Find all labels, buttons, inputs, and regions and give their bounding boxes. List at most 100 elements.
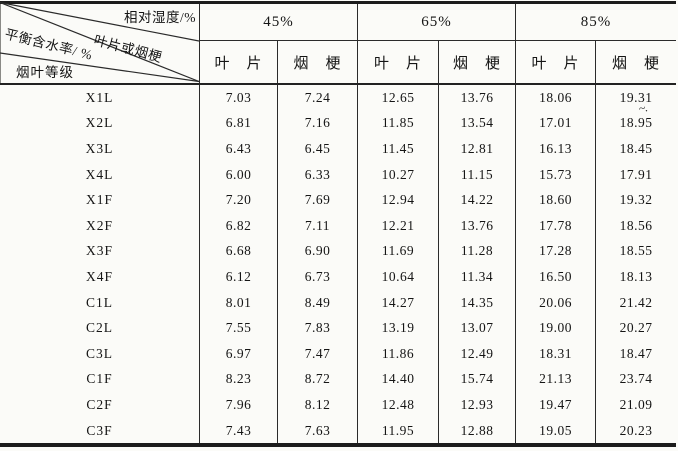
value-cell-45-stem: 8.12	[277, 392, 357, 418]
value-cell-85-stem: 21.09	[595, 392, 676, 418]
value-cell-45-leaf: 7.55	[199, 315, 277, 341]
corner-label-leaf-or-stem: 叶片或烟梗	[92, 32, 163, 65]
value-cell-85-leaf: 19.47	[515, 392, 595, 418]
corner-label-humidity: 相对湿度/%	[124, 10, 196, 25]
value-cell-65-leaf: 14.27	[357, 289, 438, 316]
value-cell-65-stem: 13.76	[438, 85, 515, 111]
corner-cell-top	[0, 4, 199, 41]
table-body: X1L 7.03 7.24 12.65 13.76 18.06 19.31 X2…	[0, 85, 676, 444]
value-cell-45-leaf: 7.03	[199, 85, 277, 111]
value-cell-85-stem: 18.55	[595, 238, 676, 265]
grade-cell: C1L	[85, 294, 113, 310]
value-cell-45-leaf: 7.20	[199, 187, 277, 213]
value-cell-45-stem: 6.45	[277, 136, 357, 162]
value-cell-45-leaf: 6.82	[199, 212, 277, 239]
value-cell-85-stem: 18.95	[595, 110, 676, 137]
corner-label-grade: 烟叶等级	[16, 64, 74, 80]
value-cell-65-stem: 11.15	[438, 161, 515, 188]
value-cell-85-leaf: 19.00	[515, 315, 595, 341]
value-cell-65-stem: 12.93	[438, 392, 515, 418]
value-cell-65-stem: 14.22	[438, 187, 515, 213]
value-cell-45-stem: 8.72	[277, 366, 357, 393]
value-cell-65-leaf: 12.21	[357, 212, 438, 239]
value-cell-85-stem: 18.45	[595, 136, 676, 162]
value-cell-45-stem: 7.69	[277, 187, 357, 213]
humidity-header-row: 45% 65% 85%	[0, 4, 676, 41]
value-cell-85-stem: 20.27	[595, 315, 676, 341]
value-cell-45-stem: 7.24	[277, 85, 357, 111]
grade-cell: X1L	[85, 89, 114, 105]
value-cell-45-leaf: 7.43	[199, 417, 277, 444]
value-cell-65-stem: 14.35	[438, 289, 515, 316]
table-row: C1F 8.23 8.72 14.40 15.74 21.13 23.74	[0, 366, 676, 393]
value-cell-85-leaf: 16.50	[515, 264, 595, 290]
table-row: X1F 7.20 7.69 12.94 14.22 18.60 19.32	[0, 187, 676, 213]
grade-cell: C2L	[85, 320, 113, 336]
grade-cell: X2L	[85, 115, 114, 131]
value-cell-85-stem: 17.91	[595, 161, 676, 188]
table-row: C2F 7.96 8.12 12.48 12.93 19.47 21.09	[0, 392, 676, 418]
diagonal-line-top	[0, 1, 199, 42]
value-cell-65-leaf: 12.94	[357, 187, 438, 213]
value-cell-65-leaf: 12.48	[357, 392, 438, 418]
value-cell-65-leaf: 13.19	[357, 315, 438, 341]
table-row: C1L 8.01 8.49 14.27 14.35 20.06 21.42	[0, 289, 676, 316]
value-cell-85-leaf: 18.31	[515, 340, 595, 367]
value-cell-85-leaf: 16.13	[515, 136, 595, 162]
stem-header-65: 烟 梗	[438, 41, 515, 83]
value-cell-45-leaf: 6.00	[199, 161, 277, 188]
value-cell-85-leaf: 17.78	[515, 212, 595, 239]
value-cell-45-stem: 6.33	[277, 161, 357, 188]
table-row: X4L 6.00 6.33 10.27 11.15 15.73 17.91	[0, 161, 676, 188]
value-cell-65-leaf: 11.69	[357, 238, 438, 265]
diagonal-line-bottom	[0, 52, 199, 83]
value-cell-65-stem: 15.74	[438, 366, 515, 393]
value-cell-85-stem: 19.32	[595, 187, 676, 213]
value-cell-85-leaf: 18.60	[515, 187, 595, 213]
value-cell-85-leaf: 18.06	[515, 85, 595, 111]
value-cell-85-leaf: 15.73	[515, 161, 595, 188]
grade-cell: X4F	[85, 268, 113, 284]
humidity-header-45: 45%	[199, 4, 357, 41]
value-cell-85-leaf: 19.05	[515, 417, 595, 444]
diagonal-line-middle	[0, 1, 199, 83]
table-row: X3F 6.68 6.90 11.69 11.28 17.28 18.55	[0, 238, 676, 265]
value-cell-45-leaf: 6.81	[199, 110, 277, 137]
table-row: X4F 6.12 6.73 10.64 11.34 16.50 18.13	[0, 264, 676, 290]
leaf-stem-header-row: 叶 片 烟 梗 叶 片 烟 梗 叶 片 烟 梗	[0, 41, 676, 85]
value-cell-45-stem: 6.73	[277, 264, 357, 290]
value-cell-45-stem: 7.63	[277, 417, 357, 444]
humidity-header-85: 85%	[515, 4, 676, 41]
stem-header-45: 烟 梗	[277, 41, 357, 83]
value-cell-65-stem: 13.54	[438, 110, 515, 137]
corner-cell-bottom	[0, 41, 199, 83]
grade-cell: X3F	[85, 243, 113, 259]
table-row: C3L 6.97 7.47 11.86 12.49 18.31 18.47	[0, 340, 676, 367]
value-cell-45-stem: 7.11	[277, 212, 357, 239]
table-row: X2F 6.82 7.11 12.21 13.76 17.78 18.56	[0, 212, 676, 239]
value-cell-65-stem: 13.07	[438, 315, 515, 341]
value-cell-85-stem: 18.13	[595, 264, 676, 290]
corner-label-moisture: 平衡含水率/ %	[3, 25, 94, 62]
table-row: X3L 6.43 6.45 11.45 12.81 16.13 18.45	[0, 136, 676, 162]
table-row: X2L 6.81 7.16 11.85 13.54 17.01 18.95	[0, 110, 676, 137]
value-cell-65-stem: 12.88	[438, 417, 515, 444]
value-cell-85-leaf: 21.13	[515, 366, 595, 393]
value-cell-65-stem: 11.34	[438, 264, 515, 290]
value-cell-85-leaf: 20.06	[515, 289, 595, 316]
value-cell-45-leaf: 8.01	[199, 289, 277, 316]
value-cell-65-leaf: 10.27	[357, 161, 438, 188]
value-cell-85-leaf: 17.01	[515, 110, 595, 137]
stem-header-85: 烟 梗	[595, 41, 676, 83]
value-cell-45-leaf: 6.97	[199, 340, 277, 367]
value-cell-65-leaf: 14.40	[357, 366, 438, 393]
table-row: C3F 7.43 7.63 11.95 12.88 19.05 20.23	[0, 417, 676, 444]
grade-cell: C1F	[86, 371, 113, 387]
value-cell-85-stem: 18.56	[595, 212, 676, 239]
value-cell-65-leaf: 11.86	[357, 340, 438, 367]
corner-header-cell: 相对湿度/% 叶片或烟梗 平衡含水率/ % 烟叶等级	[0, 1, 199, 83]
humidity-header-65: 65%	[357, 4, 515, 41]
value-cell-45-leaf: 6.43	[199, 136, 277, 162]
